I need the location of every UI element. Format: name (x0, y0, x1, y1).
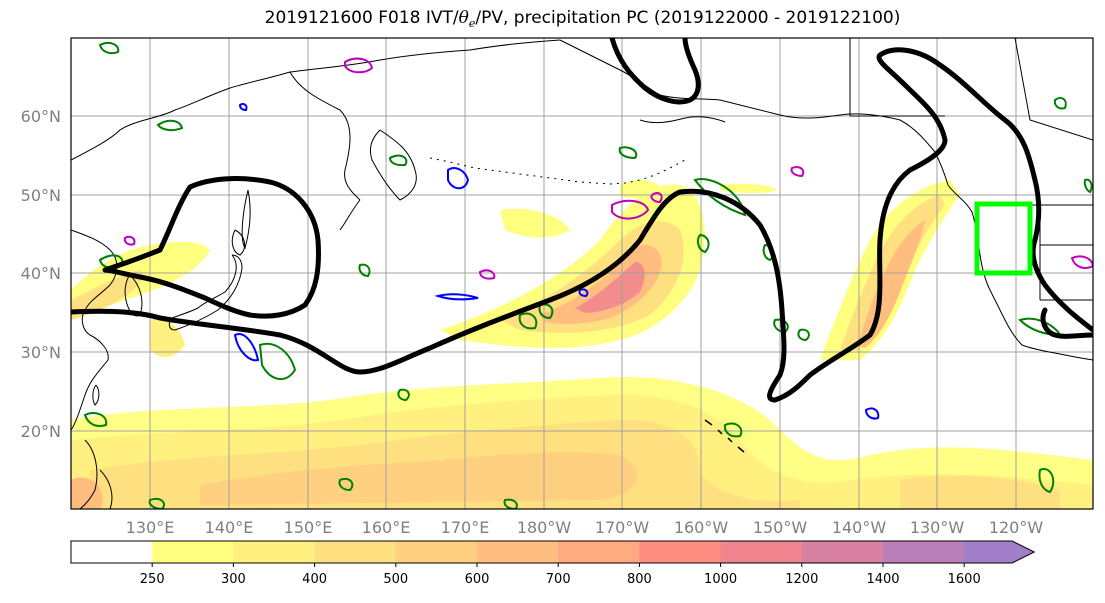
lon-label-180w: 180°W (517, 518, 572, 537)
colorbar-segment (71, 541, 153, 563)
lat-label-40: 40°N (21, 264, 61, 283)
colorbar-outline (70, 540, 1036, 564)
latitude-labels: 60°N 50°N 40°N 30°N 20°N (21, 107, 61, 441)
lat-label-30: 30°N (21, 343, 61, 362)
graticule (71, 38, 1093, 509)
lon-label-150e: 150°E (284, 518, 333, 537)
colorbar-tick-label: 300 (221, 572, 246, 587)
lat-label-20: 20°N (21, 422, 61, 441)
colorbar-segment (883, 541, 965, 563)
lon-label-170w: 170°W (595, 518, 650, 537)
map-plot-area (71, 38, 1093, 509)
colorbar-segment (395, 541, 478, 563)
lon-label-170e: 170°E (441, 518, 490, 537)
colorbar-tick-label: 1400 (866, 572, 899, 587)
lon-label-150w: 150°W (753, 518, 808, 537)
lon-label-130e: 130°E (126, 518, 175, 537)
highlight-box (974, 201, 1033, 276)
lon-label-120w: 120°W (989, 518, 1044, 537)
lon-label-140e: 140°E (205, 518, 254, 537)
colorbar: 250 300 400 500 600 700 800 1000 1200 1400 1600 (70, 540, 1036, 587)
lat-label-60: 60°N (21, 107, 61, 126)
colorbar-segment (314, 541, 397, 563)
blue-contours (233, 102, 880, 420)
colorbar-segment (152, 541, 234, 563)
colorbar-tick-label: 500 (383, 572, 408, 587)
colorbar-segment (720, 541, 803, 563)
thick-contours (71, 38, 1093, 403)
map-title: 2019121600 F018 IVT/θe/PV, precipitation… (264, 8, 901, 30)
colorbar-segment (801, 541, 884, 563)
colorbar-segment (477, 541, 559, 563)
colorbar-tick-label: 600 (465, 572, 490, 587)
magenta-contours (123, 57, 1093, 280)
colorbar-tick-label: 1000 (704, 572, 737, 587)
lon-label-130w: 130°W (910, 518, 965, 537)
colorbar-tick-label: 1600 (948, 572, 981, 587)
colorbar-tick-label: 700 (546, 572, 571, 587)
lat-label-50: 50°N (21, 186, 61, 205)
colorbar-tick-label: 250 (140, 572, 165, 587)
lon-label-140w: 140°W (832, 518, 887, 537)
colorbar-segment (639, 541, 722, 563)
colorbar-segment (233, 541, 316, 563)
colorbar-segment (558, 541, 640, 563)
colorbar-tick-label: 400 (302, 572, 327, 587)
colorbar-tick-label: 1200 (785, 572, 818, 587)
colorbar-segment (964, 541, 1035, 563)
map-frame (70, 37, 1094, 510)
colorbar-tick-label: 800 (627, 572, 652, 587)
lon-label-160w: 160°W (674, 518, 729, 537)
lon-label-160e: 160°E (362, 518, 411, 537)
longitude-labels: 130°E 140°E 150°E 160°E 170°E 180°W 170°… (126, 518, 1044, 537)
